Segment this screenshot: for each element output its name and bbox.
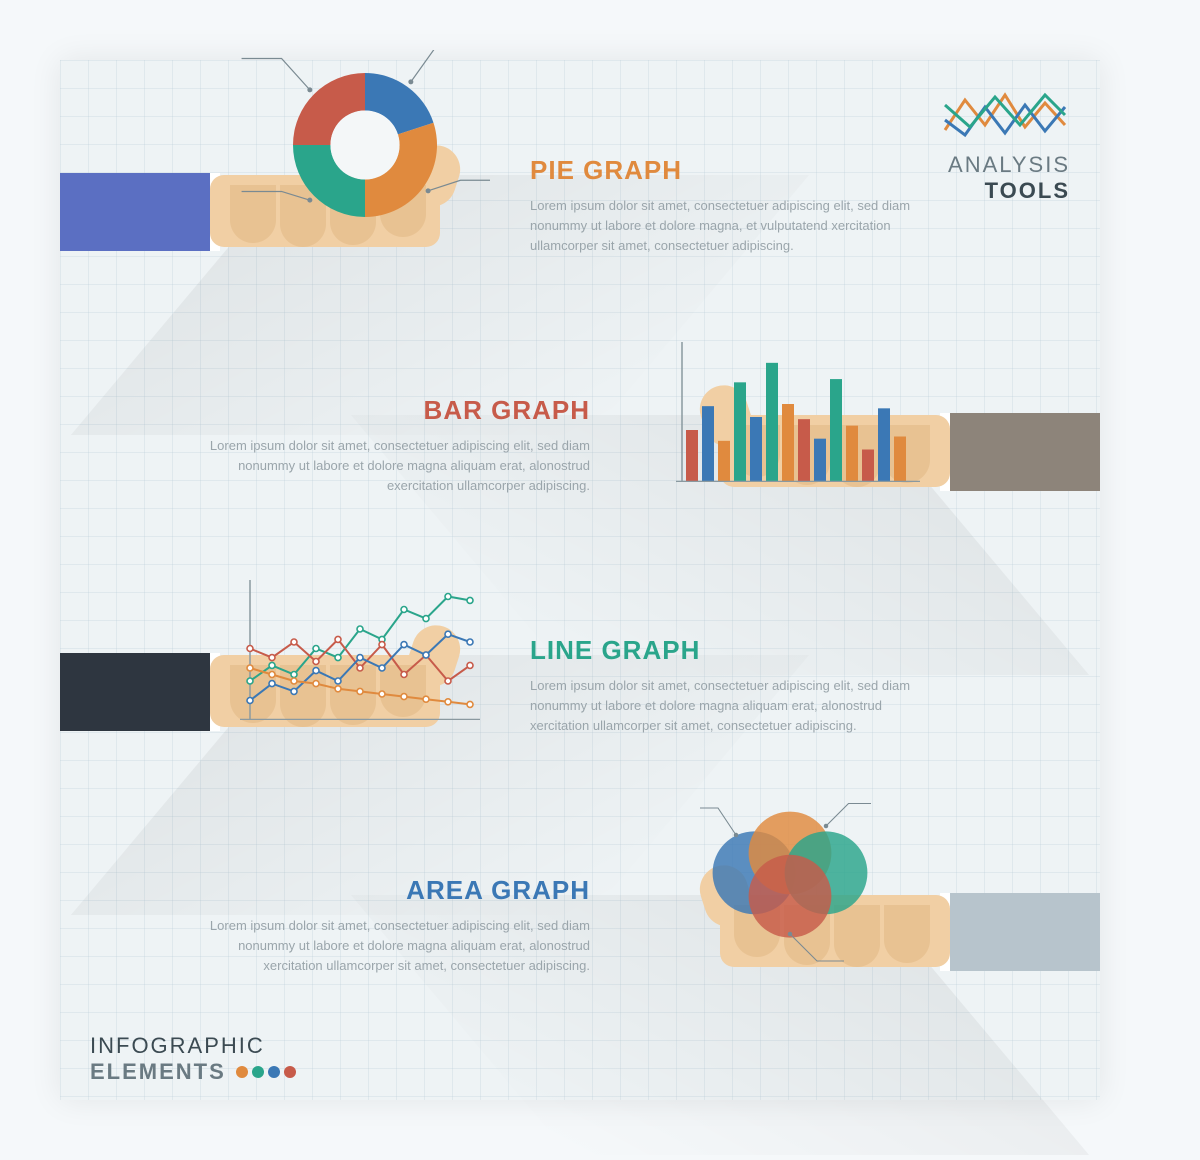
textblock-pie: PIE GRAPH Lorem ipsum dolor sit amet, co… [530, 155, 930, 256]
section-bar: BAR GRAPH Lorem ipsum dolor sit amet, co… [60, 335, 1100, 585]
footer-line2: ELEMENTS [90, 1059, 226, 1085]
section-pie: PIE GRAPH Lorem ipsum dolor sit amet, co… [60, 95, 1100, 345]
footer-dot [268, 1066, 280, 1078]
hand-line [60, 575, 500, 805]
footer-dots [236, 1066, 296, 1078]
section-body-bar: Lorem ipsum dolor sit amet, consectetuer… [190, 436, 590, 496]
section-title-pie: PIE GRAPH [530, 155, 930, 186]
footer-dot [252, 1066, 264, 1078]
section-body-pie: Lorem ipsum dolor sit amet, consectetuer… [530, 196, 930, 256]
footer-label: INFOGRAPHIC ELEMENTS [90, 1033, 296, 1085]
chart-area [660, 790, 920, 975]
chart-bar [676, 342, 920, 487]
section-title-area: AREA GRAPH [190, 875, 590, 906]
section-body-line: Lorem ipsum dolor sit amet, consectetuer… [530, 676, 930, 736]
textblock-line: LINE GRAPH Lorem ipsum dolor sit amet, c… [530, 635, 930, 736]
textblock-area: AREA GRAPH Lorem ipsum dolor sit amet, c… [190, 875, 590, 976]
section-body-area: Lorem ipsum dolor sit amet, consectetuer… [190, 916, 590, 976]
hand-pie [60, 95, 500, 325]
section-title-line: LINE GRAPH [530, 635, 930, 666]
chart-pie [240, 50, 490, 245]
footer-dot [284, 1066, 296, 1078]
hand-bar [660, 335, 1100, 565]
hand-area [660, 815, 1100, 1045]
textblock-bar: BAR GRAPH Lorem ipsum dolor sit amet, co… [190, 395, 590, 496]
section-title-bar: BAR GRAPH [190, 395, 590, 426]
section-area: AREA GRAPH Lorem ipsum dolor sit amet, c… [60, 815, 1100, 1065]
chart-line [240, 580, 480, 725]
footer-dot [236, 1066, 248, 1078]
infographic-canvas: ANALYSIS TOOLS PIE GRAPH Lorem ipsum dol… [60, 60, 1100, 1100]
section-line: LINE GRAPH Lorem ipsum dolor sit amet, c… [60, 575, 1100, 825]
footer-line1: INFOGRAPHIC [90, 1033, 296, 1059]
